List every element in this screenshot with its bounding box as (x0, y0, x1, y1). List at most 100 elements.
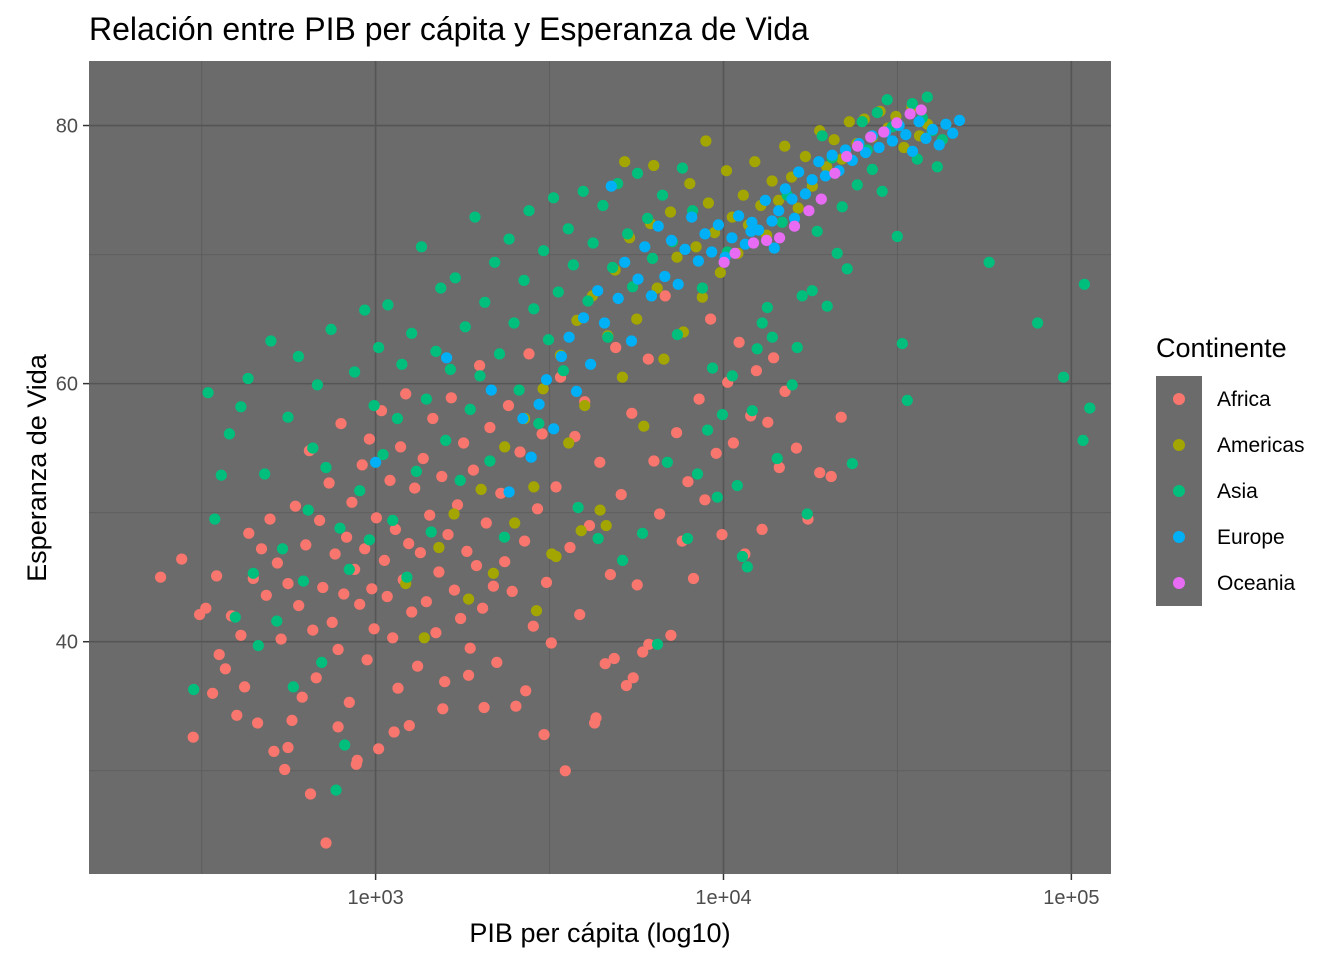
x-tick-label: 1e+04 (695, 887, 751, 909)
data-point (610, 341, 622, 354)
data-point (600, 520, 612, 532)
data-point (209, 513, 221, 525)
data-point (235, 401, 247, 413)
data-point (604, 569, 617, 581)
data-point (349, 366, 361, 378)
data-point (577, 185, 589, 197)
data-point (368, 400, 380, 412)
data-point (359, 304, 371, 316)
data-point (811, 225, 823, 237)
data-point (373, 743, 385, 755)
data-point (799, 150, 812, 163)
data-point (509, 517, 521, 529)
data-point (702, 197, 715, 209)
data-point (696, 282, 709, 294)
data-point (502, 400, 515, 412)
data-point (720, 165, 733, 177)
data-point (829, 167, 841, 179)
data-point (326, 616, 338, 629)
data-point (268, 745, 280, 758)
data-point (773, 461, 785, 474)
data-point (953, 114, 966, 126)
y-axis: 40 60 80 (56, 116, 89, 654)
data-point (692, 255, 705, 267)
data-point (415, 241, 428, 253)
data-point (368, 623, 380, 635)
data-point (459, 321, 471, 333)
data-point (788, 212, 801, 224)
data-point (350, 758, 362, 770)
data-point (477, 602, 489, 614)
data-point (642, 212, 654, 224)
data-point (550, 481, 562, 493)
data-point (536, 428, 548, 440)
data-point (682, 476, 694, 488)
data-point (871, 107, 883, 119)
data-point (420, 596, 432, 608)
data-point (525, 451, 537, 463)
data-point (726, 232, 738, 244)
data-point (702, 424, 714, 436)
data-point (406, 606, 418, 618)
data-point (574, 609, 586, 621)
data-point (445, 392, 457, 404)
data-point (632, 273, 644, 285)
data-point (523, 348, 535, 360)
y-tick-label: 40 (56, 632, 78, 654)
data-point (320, 837, 332, 849)
data-point (370, 456, 382, 468)
data-point (906, 98, 918, 110)
data-point (642, 353, 654, 365)
data-point (467, 464, 479, 476)
data-point (901, 394, 913, 406)
data-point (774, 232, 786, 244)
data-point (671, 329, 684, 341)
data-point (484, 455, 496, 467)
data-point (435, 282, 447, 294)
data-point (575, 525, 587, 537)
data-point (790, 442, 803, 454)
data-point (389, 523, 401, 536)
data-point (282, 411, 294, 423)
data-point (330, 784, 342, 796)
data-point (592, 285, 604, 297)
data-point (531, 503, 544, 515)
data-point (316, 656, 328, 669)
data-point (691, 468, 704, 480)
data-point (579, 400, 591, 412)
data-point (495, 487, 507, 499)
data-point (686, 211, 698, 223)
data-point (259, 468, 271, 480)
data-point (639, 241, 651, 253)
data-point (617, 554, 629, 567)
data-point (514, 446, 526, 458)
data-point (334, 522, 346, 534)
data-point (806, 174, 818, 186)
data-point (825, 470, 837, 483)
data-point (676, 162, 689, 174)
data-point (700, 135, 712, 147)
data-point (646, 252, 659, 264)
data-point (1032, 317, 1044, 329)
data-point (463, 593, 475, 605)
data-point (602, 331, 614, 343)
data-point (517, 412, 529, 425)
data-point (538, 245, 550, 257)
data-point (776, 216, 788, 228)
data-point (731, 480, 743, 492)
data-point (548, 423, 560, 435)
data-point (489, 256, 501, 268)
y-axis-title: Esperanza de Vida (22, 353, 52, 582)
data-point (439, 676, 451, 688)
data-point (638, 420, 650, 432)
data-point (487, 567, 499, 579)
data-point (564, 541, 576, 554)
data-point (699, 494, 711, 506)
data-point (323, 477, 335, 489)
data-point (437, 703, 449, 715)
data-point (746, 405, 758, 417)
data-point (366, 583, 378, 595)
data-point (733, 210, 745, 222)
data-point (983, 256, 995, 268)
data-point (403, 720, 415, 732)
